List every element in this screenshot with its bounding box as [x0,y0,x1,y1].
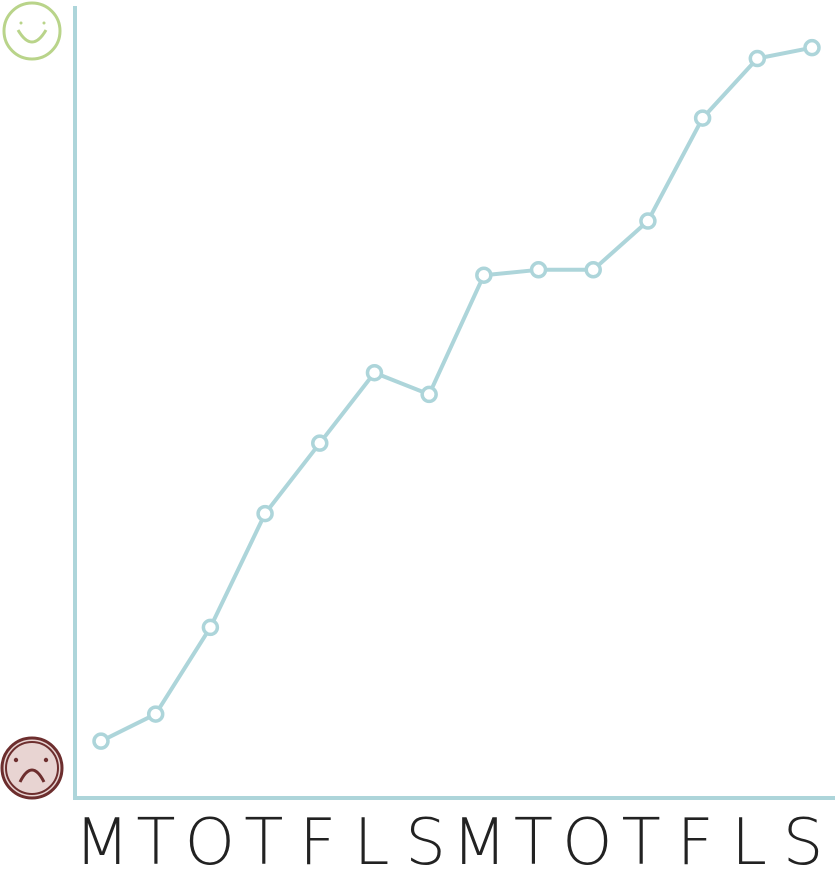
happy-face-icon [2,1,62,61]
x-tick-label: M [74,806,129,879]
x-tick-label: F [299,806,336,879]
x-tick-label: M [452,806,507,879]
data-point [803,38,821,57]
data-point [92,732,110,750]
x-tick-label: L [731,806,767,879]
x-tick-label: S [783,806,824,879]
data-point [201,618,220,637]
x-tick-label: T [622,806,661,879]
data-point [475,266,493,284]
x-tick-label: O [562,806,612,879]
x-tick-label: S [405,806,446,879]
x-tick-label: O [185,806,235,879]
series-layer [92,38,821,750]
x-tick-label: L [354,806,390,879]
x-tick-label: T [136,806,175,879]
data-point [693,109,712,127]
data-point [748,49,767,68]
series-line [99,45,814,744]
data-point [420,385,438,404]
x-tick-label: F [677,806,714,879]
data-point [529,261,548,279]
data-point [256,504,274,523]
x-tick-label: T [244,806,283,879]
x-tick-label: T [514,806,553,879]
sad-face-icon [0,736,64,800]
data-point [311,434,329,452]
data-point [639,212,657,230]
data-point [365,363,384,382]
data-point [584,261,602,279]
data-point [146,705,165,723]
